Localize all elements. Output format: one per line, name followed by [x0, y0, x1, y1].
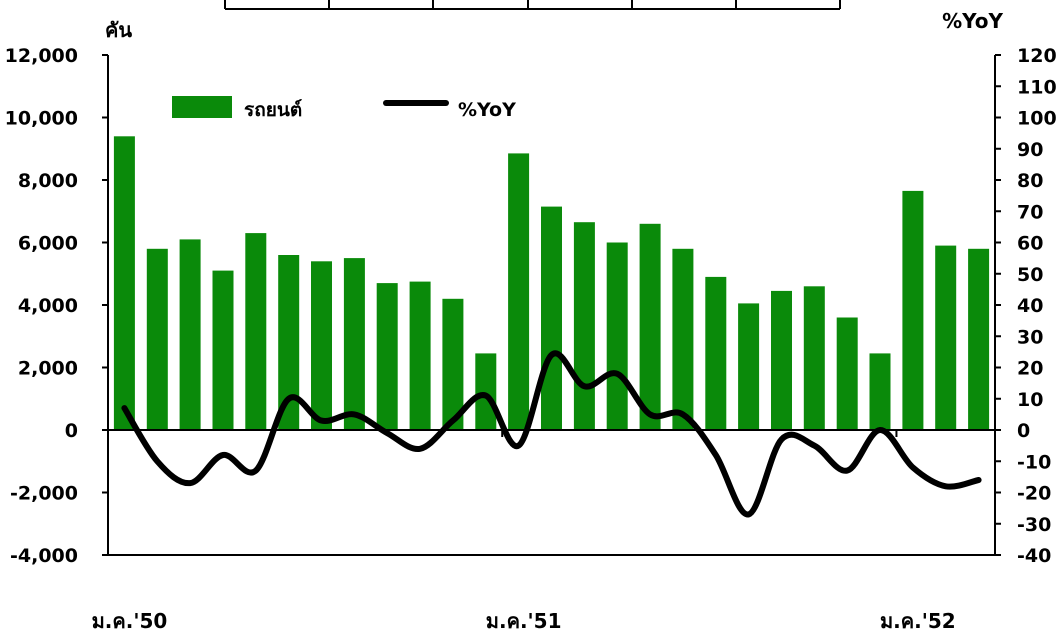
right-tick-label: 110: [1017, 76, 1057, 98]
bar: [541, 206, 562, 430]
bar-series: [113, 136, 990, 431]
right-tick-label: -10: [1017, 451, 1051, 473]
bar: [278, 255, 300, 430]
left-tick-label: 6,000: [18, 233, 78, 255]
right-tick-label: 90: [1017, 139, 1043, 161]
x-axis-label: ม.ค.'52: [880, 609, 956, 633]
bar: [771, 290, 792, 430]
right-tick-label: 60: [1017, 233, 1043, 255]
left-tick-label: 4,000: [18, 295, 78, 317]
left-tick-label: 12,000: [5, 45, 78, 67]
bar: [409, 281, 431, 430]
right-tick-label: 70: [1017, 201, 1043, 223]
bar: [179, 239, 201, 430]
x-axis-label: ม.ค.'51: [486, 609, 562, 633]
right-tick-label: 50: [1017, 264, 1043, 286]
bar: [573, 222, 595, 430]
right-axis-unit: %YoY: [942, 9, 1003, 33]
bar: [803, 286, 825, 431]
bar: [113, 136, 135, 431]
top-table-fragment: [224, 0, 841, 10]
left-axis-unit: คัน: [105, 18, 132, 42]
bar: [508, 153, 530, 430]
left-tick-label: -4,000: [10, 545, 78, 567]
bar: [475, 353, 497, 430]
bar: [836, 317, 858, 430]
right-tick-label: 100: [1017, 108, 1057, 130]
yoy-line: [121, 350, 982, 518]
left-tick-label: 0: [65, 420, 78, 442]
right-tick-label: 20: [1017, 358, 1043, 380]
bar: [606, 242, 628, 430]
legend-swatch-bar: [172, 96, 232, 118]
right-tick-label: -40: [1017, 545, 1051, 567]
bar: [146, 248, 168, 431]
left-tick-label: 8,000: [18, 170, 78, 192]
legend-label-bar: รถยนต์: [244, 99, 302, 121]
bar: [705, 276, 727, 430]
bar: [212, 270, 234, 430]
right-tick-label: 10: [1017, 389, 1043, 411]
bar: [245, 233, 267, 430]
bar: [376, 283, 398, 430]
right-tick-label: 30: [1017, 326, 1043, 348]
bar: [672, 248, 694, 431]
bar: [311, 261, 332, 431]
x-axis-labels: ม.ค.'50 ม.ค.'51 ม.ค.'52: [92, 609, 956, 633]
x-axis-label: ม.ค.'50: [92, 609, 168, 633]
bar: [902, 190, 924, 430]
bar: [935, 245, 957, 430]
right-tick-label: 120: [1017, 45, 1057, 67]
bar: [639, 223, 661, 431]
right-tick-label: -30: [1017, 514, 1051, 536]
bar: [738, 303, 760, 430]
bar: [869, 353, 891, 430]
right-tick-label: 40: [1017, 295, 1043, 317]
right-tick-label: 80: [1017, 170, 1043, 192]
bar: [442, 298, 464, 431]
left-tick-label: -2,000: [10, 483, 78, 505]
left-axis-ticks: 12,000 10,000 8,000 6,000 4,000 2,000 0 -2,000 -…: [5, 45, 108, 567]
right-tick-label: -20: [1017, 483, 1051, 505]
legend: รถยนต์ %YoY: [172, 96, 516, 121]
legend-label-line: %YoY: [458, 99, 516, 121]
left-tick-label: 2,000: [18, 358, 78, 380]
bar: [968, 248, 990, 431]
right-tick-label: 0: [1017, 420, 1030, 442]
bar: [343, 258, 365, 430]
left-tick-label: 10,000: [5, 108, 78, 130]
